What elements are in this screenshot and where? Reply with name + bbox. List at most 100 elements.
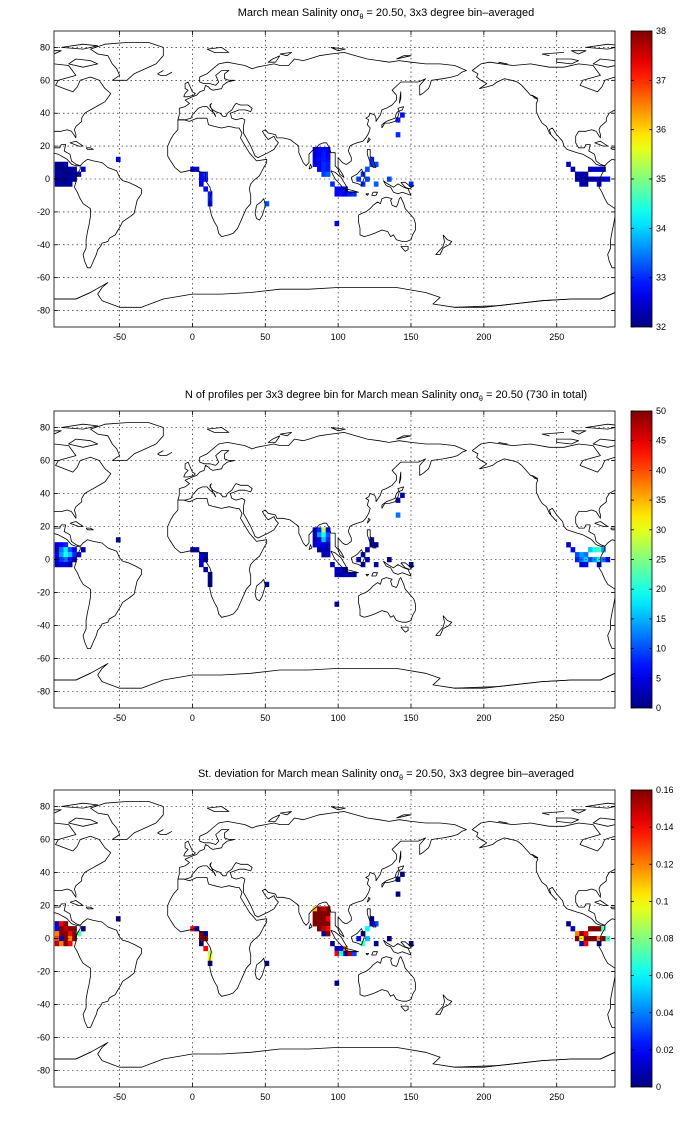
- y-tick-label: -40: [37, 621, 50, 631]
- coastline: [435, 994, 453, 1015]
- data-cell: [54, 940, 60, 947]
- data-cell: [574, 171, 580, 177]
- coastline: [358, 577, 416, 623]
- data-cell: [59, 940, 64, 947]
- colorbar-tick-label: 0.08: [656, 934, 674, 944]
- data-cell: [59, 552, 64, 558]
- data-cell: [325, 161, 331, 167]
- coastline: [68, 438, 99, 448]
- data-cell: [63, 166, 69, 172]
- coastline: [74, 158, 142, 269]
- data-cell: [63, 552, 69, 558]
- data-cell: [321, 906, 327, 912]
- data-cell: [365, 926, 370, 932]
- data-cell: [63, 161, 69, 167]
- data-cell: [400, 492, 405, 498]
- coastline: [594, 521, 609, 527]
- data-cell: [317, 911, 322, 917]
- colorbar-tick-label: 33: [656, 273, 666, 283]
- data-cell: [325, 532, 331, 538]
- data-cell: [67, 552, 73, 558]
- y-tick-label: 20: [40, 522, 50, 532]
- data-cell: [330, 181, 335, 187]
- coastline: [365, 193, 370, 196]
- data-cell: [325, 527, 331, 533]
- coastline: [279, 431, 292, 437]
- data-cell: [325, 537, 331, 543]
- coastline: [85, 906, 94, 910]
- coastline: [471, 441, 615, 547]
- data-cell: [317, 146, 322, 153]
- y-tick-label: 40: [40, 489, 50, 499]
- data-cell: [63, 176, 69, 182]
- data-cell: [198, 176, 204, 182]
- data-cell: [373, 921, 379, 927]
- coastline: [54, 672, 91, 681]
- coastline: [157, 70, 164, 75]
- data-cell: [592, 926, 598, 932]
- coastline: [435, 234, 453, 256]
- coastline: [267, 55, 281, 63]
- colorbar-tick-label: 0.14: [656, 822, 674, 832]
- data-cell: [59, 181, 64, 187]
- y-tick-label: -40: [37, 1000, 50, 1010]
- coastline: [330, 806, 346, 811]
- x-tick-label: 50: [260, 332, 270, 342]
- data-cell: [334, 566, 340, 573]
- data-cell: [395, 497, 401, 503]
- data-cell: [317, 161, 322, 167]
- data-cell: [54, 161, 60, 167]
- data-cell: [203, 566, 209, 573]
- y-tick-label: 60: [40, 835, 50, 845]
- coastline: [206, 806, 230, 812]
- coastline: [610, 527, 615, 531]
- coastline: [592, 58, 615, 68]
- data-cell: [360, 940, 366, 947]
- colorbar-tick-label: 35: [656, 174, 666, 184]
- data-cell: [321, 921, 327, 927]
- data-cell: [325, 542, 331, 548]
- data-cell: [373, 161, 379, 167]
- colorbar-tick-label: 36: [656, 125, 666, 135]
- data-cell: [588, 547, 593, 553]
- coastline: [183, 461, 196, 478]
- coastline: [54, 1042, 615, 1068]
- coastline: [400, 562, 415, 570]
- data-cell: [63, 926, 69, 932]
- coastline: [366, 896, 371, 903]
- coastline: [365, 574, 370, 577]
- y-tick-label: -60: [37, 273, 50, 283]
- data-cell: [264, 581, 270, 588]
- coastline: [366, 517, 371, 524]
- data-cell: [54, 931, 60, 937]
- y-tick-label: -80: [37, 1066, 50, 1076]
- title-part-1: March mean Salinity onσ: [238, 7, 360, 19]
- data-cell: [369, 161, 375, 167]
- data-cell: [325, 906, 331, 912]
- data-cell: [321, 931, 327, 937]
- data-cell: [63, 171, 69, 177]
- x-tick-label: 0: [190, 332, 195, 342]
- data-cell: [570, 166, 576, 172]
- data-cell: [325, 911, 331, 917]
- data-cell: [59, 561, 64, 568]
- data-cell: [583, 171, 589, 177]
- data-cell: [369, 537, 375, 543]
- data-cell: [67, 926, 73, 932]
- data-cell: [80, 547, 86, 553]
- coastline: [400, 626, 409, 633]
- coastline: [177, 811, 467, 938]
- coastline: [382, 180, 412, 196]
- data-cell: [356, 176, 362, 182]
- x-tick-label: 0: [190, 1092, 195, 1102]
- data-cell: [356, 936, 362, 942]
- y-tick-label: 60: [40, 456, 50, 466]
- data-cell: [198, 940, 204, 947]
- data-cell: [203, 945, 209, 952]
- data-cell: [365, 547, 370, 553]
- coastline: [69, 140, 84, 147]
- coastline: [610, 906, 615, 910]
- coastline: [598, 539, 615, 649]
- coastline: [350, 928, 365, 946]
